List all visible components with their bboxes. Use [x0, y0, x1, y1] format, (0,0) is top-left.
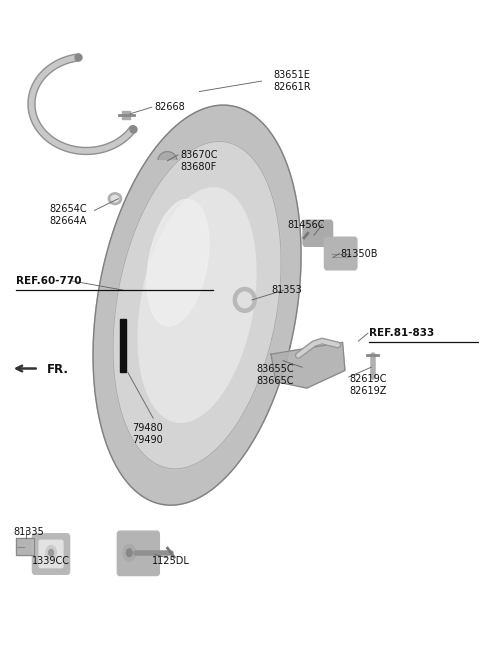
Text: 81353: 81353	[271, 285, 302, 295]
FancyBboxPatch shape	[39, 541, 63, 567]
Text: 82619C
82619Z: 82619C 82619Z	[350, 374, 387, 396]
Text: REF.81-833: REF.81-833	[369, 328, 434, 338]
Text: 81456C: 81456C	[288, 220, 325, 230]
Text: 83670C
83680F: 83670C 83680F	[180, 150, 218, 172]
FancyBboxPatch shape	[33, 534, 70, 574]
Text: 82654C
82664A: 82654C 82664A	[49, 204, 87, 226]
Polygon shape	[158, 152, 177, 159]
Text: 83651E
82661R: 83651E 82661R	[274, 70, 311, 92]
FancyBboxPatch shape	[324, 237, 357, 270]
Text: 83655C
83665C: 83655C 83665C	[257, 364, 294, 386]
Text: 81350B: 81350B	[340, 249, 378, 258]
Polygon shape	[93, 105, 301, 505]
Polygon shape	[147, 199, 209, 326]
Polygon shape	[271, 342, 345, 388]
Ellipse shape	[111, 195, 119, 202]
Ellipse shape	[108, 193, 121, 205]
Ellipse shape	[238, 292, 252, 308]
Ellipse shape	[233, 287, 256, 312]
Polygon shape	[113, 142, 281, 469]
Text: 79480
79490: 79480 79490	[132, 422, 163, 445]
Text: 82668: 82668	[154, 102, 185, 112]
Polygon shape	[138, 188, 256, 422]
Circle shape	[126, 549, 132, 557]
FancyBboxPatch shape	[303, 220, 333, 247]
Text: REF.60-770: REF.60-770	[16, 276, 81, 286]
Text: 1339CC: 1339CC	[33, 556, 71, 566]
Circle shape	[46, 546, 56, 560]
Text: 81335: 81335	[13, 527, 44, 537]
FancyBboxPatch shape	[117, 531, 159, 575]
Text: FR.: FR.	[47, 363, 69, 376]
Polygon shape	[16, 539, 34, 555]
Text: 1125DL: 1125DL	[152, 556, 190, 566]
Circle shape	[123, 544, 135, 561]
Circle shape	[48, 550, 53, 556]
Bar	[120, 319, 126, 373]
